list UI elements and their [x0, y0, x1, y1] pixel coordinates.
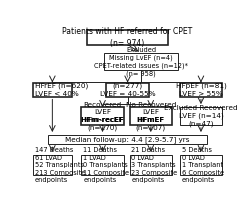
Text: Recovered
LVEF
HFm-recEF
(n=170): Recovered LVEF HFm-recEF (n=170): [83, 102, 122, 130]
FancyBboxPatch shape: [49, 135, 207, 144]
Text: Excluded
Missing LvEF (n=4)
CPET-related issues (n=12)*
(n= 958): Excluded Missing LvEF (n=4) CPET-related…: [94, 47, 188, 77]
Text: 21 Deaths
0 LVAD
3 Transplants
23 Composite
endpoints: 21 Deaths 0 LVAD 3 Transplants 23 Compos…: [131, 147, 178, 183]
Text: HFmEF: HFmEF: [137, 117, 165, 123]
Text: Excluded Recovered
LVEF (n=14)
(n=47): Excluded Recovered LVEF (n=14) (n=47): [164, 105, 238, 127]
Text: (n=277)
LVEF = 40-55%: (n=277) LVEF = 40-55%: [100, 83, 155, 97]
FancyBboxPatch shape: [129, 107, 172, 125]
FancyBboxPatch shape: [33, 83, 72, 97]
FancyBboxPatch shape: [81, 107, 124, 125]
FancyBboxPatch shape: [129, 155, 172, 175]
Text: 11 Deaths
1 LVAD
0 Transplants
11 Composite
endpoints: 11 Deaths 1 LVAD 0 Transplants 11 Compos…: [83, 147, 129, 183]
Text: HFm-recEF: HFm-recEF: [80, 117, 124, 123]
Text: No Recovered
LVEF
HFmEF
(n=107): No Recovered LVEF HFmEF (n=107): [125, 102, 176, 130]
FancyBboxPatch shape: [180, 83, 222, 97]
FancyBboxPatch shape: [33, 155, 72, 175]
FancyBboxPatch shape: [180, 155, 222, 175]
Text: HFpEF (n=81)
LVEF > 55%: HFpEF (n=81) LVEF > 55%: [176, 83, 226, 97]
Text: 147 Deaths
61 LVAD
52 Transplants
213 Composite
endpoints: 147 Deaths 61 LVAD 52 Transplants 213 Co…: [35, 147, 85, 183]
FancyBboxPatch shape: [87, 30, 168, 45]
Text: Median follow-up: 4.4 [2.9-5.7] yrs: Median follow-up: 4.4 [2.9-5.7] yrs: [65, 136, 190, 143]
FancyBboxPatch shape: [81, 155, 124, 175]
FancyBboxPatch shape: [105, 53, 178, 70]
FancyBboxPatch shape: [106, 83, 149, 97]
Text: 5 Deaths
0 LVAD
1 Transplant
6 Composite
endpoints: 5 Deaths 0 LVAD 1 Transplant 6 Composite…: [182, 147, 224, 183]
Text: HFrEF (n=620)
LVEF < 40%: HFrEF (n=620) LVEF < 40%: [35, 83, 88, 97]
FancyBboxPatch shape: [180, 107, 222, 125]
Text: Patients with HF referred for CPET
(n= 974): Patients with HF referred for CPET (n= 9…: [62, 27, 193, 47]
